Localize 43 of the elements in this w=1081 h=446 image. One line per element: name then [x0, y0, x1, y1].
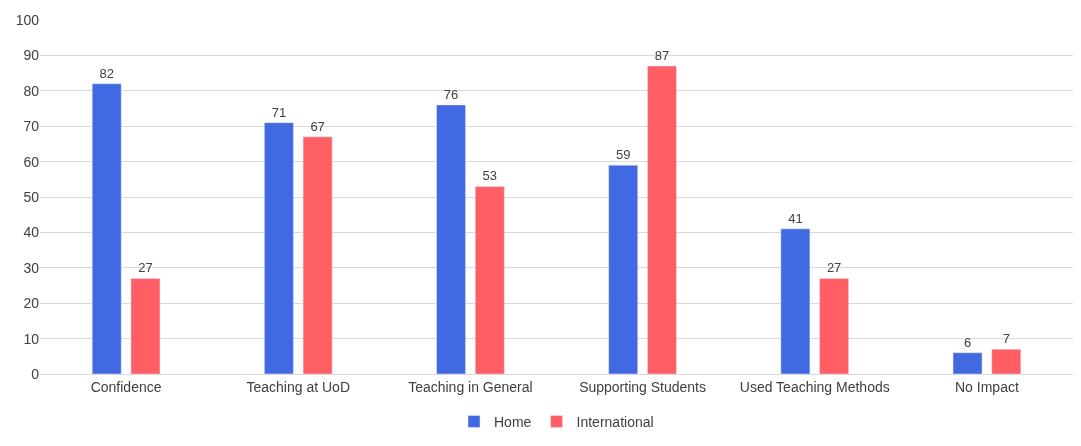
bar [608, 164, 638, 374]
data-label: 6 [963, 334, 972, 350]
bar [302, 136, 333, 374]
y-tick-label: 100 [15, 11, 40, 28]
bar [952, 352, 983, 374]
y-tick-label: 10 [23, 330, 40, 347]
bar [91, 83, 122, 374]
data-label: 7 [1002, 331, 1010, 347]
x-tick-label: Teaching in General [408, 378, 533, 395]
data-label: 76 [443, 86, 459, 102]
bar [264, 122, 294, 374]
data-label: 87 [654, 48, 670, 64]
data-label: 27 [138, 260, 153, 276]
data-label: 41 [788, 210, 803, 226]
x-tick-label: Teaching at UoD [246, 378, 351, 395]
y-tick-label: 70 [23, 118, 40, 135]
y-tick-label: 50 [23, 188, 40, 205]
y-tick-label: 30 [23, 259, 40, 276]
y-tick-label: 20 [23, 295, 40, 312]
data-label: 82 [99, 65, 114, 81]
data-label: 27 [826, 260, 842, 276]
bar [130, 278, 161, 374]
legend-label: Home [494, 413, 532, 430]
y-tick-label: 0 [31, 365, 40, 382]
x-tick-label: No Impact [955, 378, 1019, 395]
bar [991, 348, 1022, 374]
data-label: 53 [482, 168, 498, 184]
x-tick-label: Used Teaching Methods [739, 378, 890, 395]
y-tick-label: 40 [23, 224, 40, 241]
bar [647, 65, 677, 374]
y-tick-label: 90 [23, 47, 40, 64]
legend-label: International [576, 413, 654, 430]
bar [780, 228, 811, 374]
data-label: 59 [615, 147, 631, 163]
bar [436, 104, 466, 374]
data-label: 67 [310, 118, 325, 134]
y-tick-label: 80 [23, 82, 40, 99]
bar [819, 278, 849, 374]
y-tick-label: 60 [23, 153, 40, 170]
bar [475, 186, 505, 374]
x-tick-label: Confidence [90, 378, 162, 395]
x-tick-label: Supporting Students [579, 378, 707, 395]
data-label: 71 [271, 104, 287, 120]
